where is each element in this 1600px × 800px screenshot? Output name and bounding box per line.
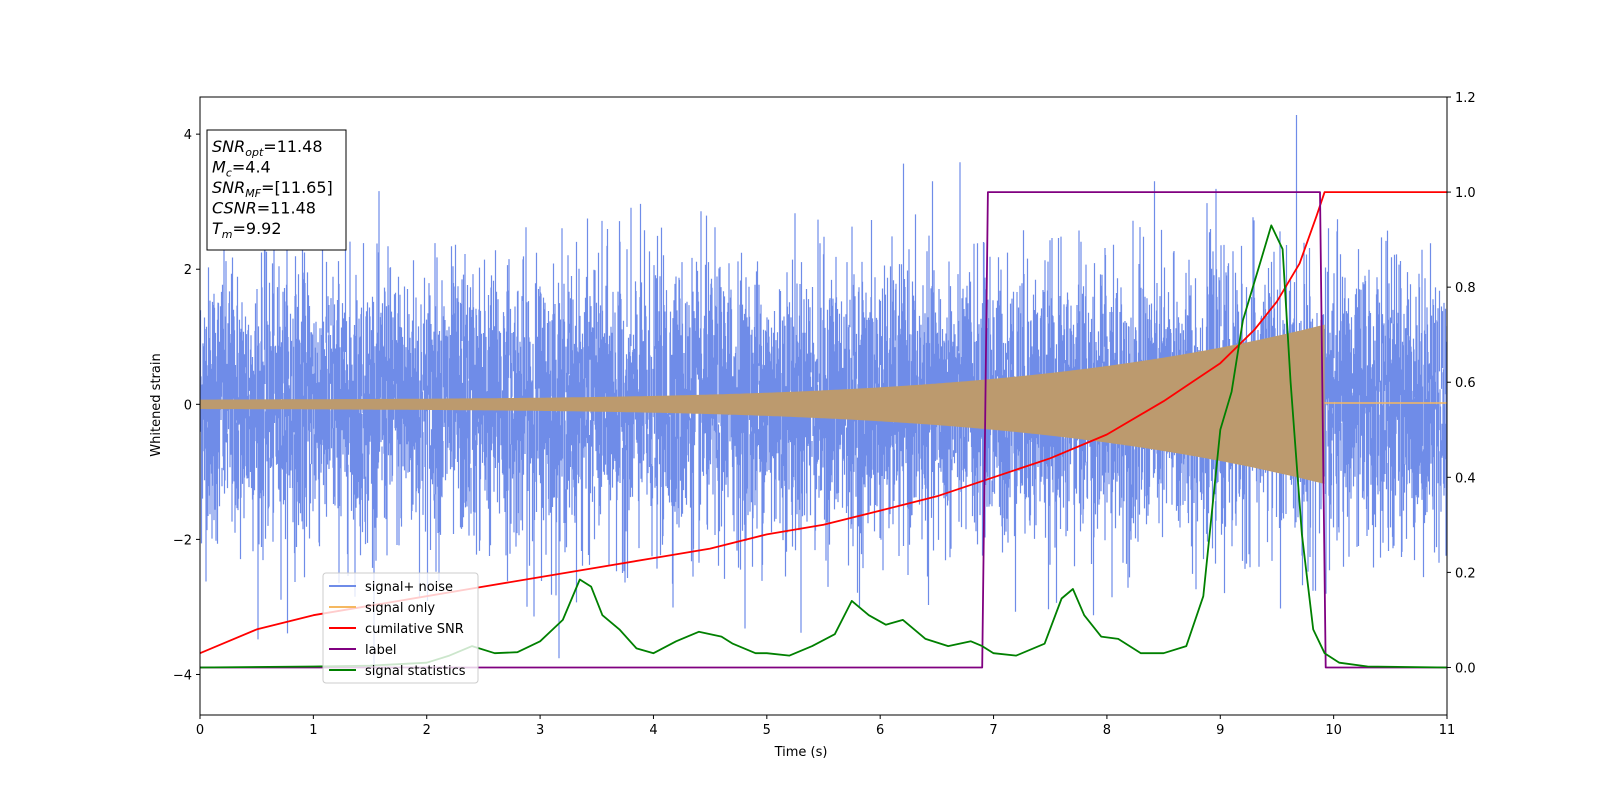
info-line: Tm=9.92 <box>212 219 282 241</box>
legend-frame <box>322 572 479 684</box>
y2-tick-label: 1.0 <box>1455 186 1476 201</box>
legend-label: cumilative SNR <box>365 622 464 637</box>
info-line: SNRopt=11.48 <box>212 137 323 159</box>
x-tick-label: 8 <box>1103 723 1111 738</box>
legend: signal+ noise signal only cumilative SNR la… <box>322 572 479 684</box>
x-tick-label: 4 <box>649 723 657 738</box>
x-tick-label: 10 <box>1325 723 1342 738</box>
y-axis-label: Whitened strain <box>149 353 164 456</box>
x-axis-label: Time (s) <box>774 745 828 760</box>
info-line: CSNR=11.48 <box>212 199 316 218</box>
x-tick-label: 7 <box>989 723 997 738</box>
x-tick-label: 3 <box>536 723 544 738</box>
y-tick-label: −4 <box>173 668 192 683</box>
x-tick-label: 9 <box>1216 723 1224 738</box>
y2-tick-label: 0.0 <box>1455 661 1476 676</box>
x-tick-label: 11 <box>1439 723 1456 738</box>
y-tick-label: 4 <box>184 128 192 143</box>
y2-tick-label: 0.2 <box>1455 566 1476 581</box>
x-tick-label: 2 <box>423 723 431 738</box>
x-tick-label: 6 <box>876 723 884 738</box>
axes: 0 1 2 3 4 5 6 7 8 9 10 11 −4 −2 0 2 4 0.0 0.2 0.4 0.6 0.8 1.0 1… <box>173 91 1476 738</box>
legend-label: signal only <box>365 601 435 616</box>
y2-tick-label: 1.2 <box>1455 91 1476 106</box>
y-tick-label: 0 <box>184 398 192 413</box>
info-box-frame <box>206 129 347 251</box>
y2-tick-label: 0.8 <box>1455 281 1476 296</box>
y2-tick-label: 0.4 <box>1455 471 1476 486</box>
y-tick-label: −2 <box>173 533 192 548</box>
legend-label: signal statistics <box>365 664 466 679</box>
x-tick-label: 5 <box>763 723 771 738</box>
series-signal-only <box>200 324 1325 484</box>
y-tick-label: 2 <box>184 263 192 278</box>
info-box: SNRopt=11.48Mc=4.4SNRMF=[11.65]CSNR=11.4… <box>206 129 347 251</box>
info-line: SNRMF=[11.65] <box>212 178 333 200</box>
axes-frame <box>199 96 1448 716</box>
x-tick-label: 0 <box>196 723 204 738</box>
legend-label: label <box>365 643 396 658</box>
y2-tick-label: 0.6 <box>1455 376 1476 391</box>
legend-label: signal+ noise <box>365 580 453 595</box>
series-label <box>200 191 1447 669</box>
series-signal-statistics <box>200 224 1447 669</box>
info-line: Mc=4.4 <box>212 158 271 180</box>
x-tick-label: 1 <box>309 723 317 738</box>
